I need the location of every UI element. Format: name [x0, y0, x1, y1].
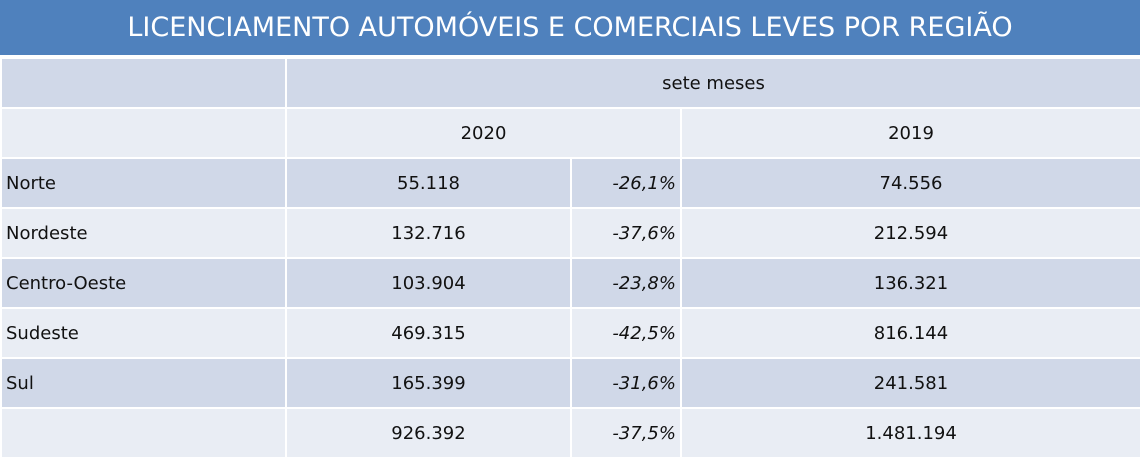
year-header: 2020 [285, 107, 682, 159]
table-body: sete meses 2020 2019 Norte 55.118 -26,1% 74.55… [0, 57, 1140, 459]
value-2020: 165.399 [285, 357, 572, 409]
region-label: Sudeste [0, 307, 287, 359]
year-header: 2019 [679, 107, 1140, 159]
value-2020: 132.716 [285, 207, 572, 259]
region-label: Sul [0, 357, 287, 409]
change-pct: -23,8% [570, 257, 682, 309]
table-row: Sudeste 469.315 -42,5% 816.144 [0, 307, 1140, 359]
change-pct: -37,6% [570, 207, 682, 259]
region-label: Norte [0, 157, 287, 209]
title-bar: LICENCIAMENTO AUTOMÓVEIS E COMERCIAIS LE… [0, 0, 1140, 55]
change-pct: -42,5% [570, 307, 682, 359]
value-2019: 74.556 [679, 157, 1140, 209]
table-row: Centro-Oeste 103.904 -23,8% 136.321 [0, 257, 1140, 309]
table-row: 926.392 -37,5% 1.481.194 [0, 407, 1140, 459]
value-2020: 103.904 [285, 257, 572, 309]
period-header: sete meses [284, 57, 1140, 109]
total-2020: 926.392 [285, 407, 572, 459]
region-label: Nordeste [0, 207, 287, 259]
value-2019: 212.594 [679, 207, 1140, 259]
empty-cell [0, 107, 287, 159]
value-2019: 816.144 [679, 307, 1140, 359]
table-row: sete meses [0, 57, 1140, 109]
table-row: Norte 55.118 -26,1% 74.556 [0, 157, 1140, 209]
table-row: Nordeste 132.716 -37,6% 212.594 [0, 207, 1140, 259]
empty-cell [0, 57, 287, 109]
value-2019: 136.321 [679, 257, 1140, 309]
value-2019: 241.581 [679, 357, 1140, 409]
data-table: sete meses 2020 2019 Norte 55.118 -26,1% 74.55… [0, 57, 1140, 459]
total-2019: 1.481.194 [679, 407, 1140, 459]
empty-cell [0, 407, 287, 459]
value-2020: 469.315 [285, 307, 572, 359]
table-row: 2020 2019 [0, 107, 1140, 159]
region-label: Centro-Oeste [0, 257, 287, 309]
change-pct: -26,1% [570, 157, 682, 209]
change-pct: -31,6% [570, 357, 682, 409]
table-row: Sul 165.399 -31,6% 241.581 [0, 357, 1140, 409]
value-2020: 55.118 [285, 157, 572, 209]
total-change-pct: -37,5% [570, 407, 682, 459]
